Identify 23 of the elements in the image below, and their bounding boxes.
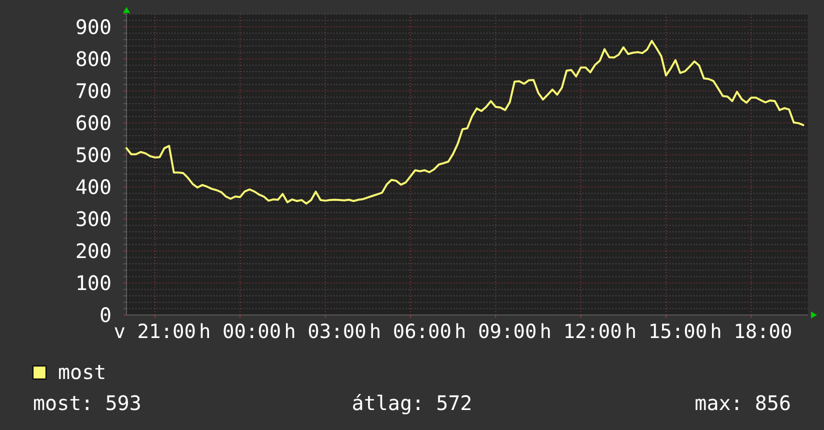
y-tick-label: 900 — [75, 15, 112, 40]
y-tick-label: 400 — [75, 175, 112, 200]
y-tick-label: 700 — [75, 79, 112, 104]
y-tick-label: 100 — [75, 271, 112, 296]
legend-label: most — [58, 360, 106, 384]
line-series — [126, 40, 804, 205]
text: most: 593 — [33, 391, 142, 415]
x-tick-label: h 06:00 — [369, 320, 452, 343]
y-tick-label: 800 — [75, 47, 112, 72]
x-tick-label: h 09:00 — [454, 320, 537, 343]
x-tick-label: h 12:00 — [540, 320, 622, 343]
y-tick-label: 200 — [75, 239, 112, 264]
x-tick-label: h 03:00 — [284, 320, 366, 343]
text: max: 856 — [694, 391, 791, 415]
y-tick-label: 0 — [99, 303, 112, 328]
x-tick-label: v 21:00 — [114, 320, 196, 343]
y-tick-label: 500 — [75, 143, 112, 168]
x-tick-label: h 15:00 — [624, 320, 708, 343]
y-tick-label: 600 — [75, 111, 112, 136]
y-tick-label: 300 — [75, 207, 112, 232]
x-tick-label: h 18:00 — [710, 320, 792, 343]
text: átlag: 572 — [352, 391, 472, 415]
x-tick-label: h 00:00 — [198, 320, 282, 343]
